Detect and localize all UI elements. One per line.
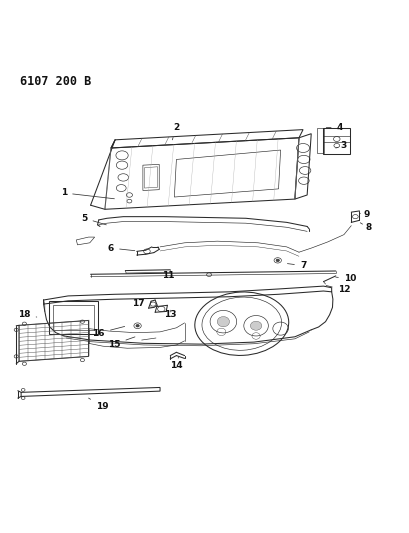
Text: 16: 16: [92, 326, 124, 337]
Text: 18: 18: [18, 310, 37, 319]
Text: 11: 11: [162, 271, 174, 280]
Text: 3: 3: [335, 141, 346, 150]
Ellipse shape: [217, 317, 229, 327]
Text: 19: 19: [88, 398, 108, 411]
Text: 2: 2: [172, 123, 179, 140]
Ellipse shape: [250, 321, 261, 330]
Ellipse shape: [136, 325, 139, 327]
Text: 14: 14: [170, 357, 182, 370]
Text: 7: 7: [287, 261, 306, 270]
Text: 15: 15: [108, 337, 135, 349]
Text: 6: 6: [108, 244, 135, 253]
Text: 5: 5: [81, 214, 106, 225]
Text: 1: 1: [61, 189, 114, 199]
Ellipse shape: [275, 259, 279, 262]
Text: 10: 10: [335, 274, 355, 283]
Text: 6107 200 B: 6107 200 B: [20, 75, 91, 88]
Text: 4: 4: [326, 123, 342, 132]
Text: 13: 13: [164, 310, 176, 319]
Text: 8: 8: [360, 223, 371, 232]
Text: 12: 12: [326, 285, 349, 294]
Text: 9: 9: [360, 209, 369, 219]
Text: 17: 17: [132, 299, 151, 308]
